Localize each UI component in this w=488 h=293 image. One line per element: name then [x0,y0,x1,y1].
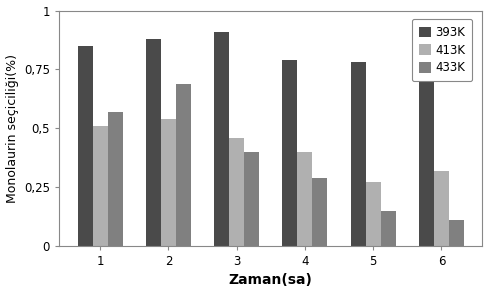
Bar [366,182,381,246]
Bar [297,152,312,246]
Legend: 393K, 413K, 433K: 393K, 413K, 433K [411,19,472,81]
Bar [283,60,297,246]
Bar [312,178,327,246]
Bar [419,48,434,246]
X-axis label: Zaman(sa): Zaman(sa) [229,273,313,287]
Bar [146,39,161,246]
Bar [214,32,229,246]
Bar [108,112,122,246]
Bar [93,126,108,246]
Bar [176,84,191,246]
Bar [351,62,366,246]
Y-axis label: Monolaurin seçiciliği(%): Monolaurin seçiciliği(%) [5,54,19,203]
Bar [161,119,176,246]
Bar [244,152,259,246]
Bar [229,138,244,246]
Bar [449,220,464,246]
Bar [78,46,93,246]
Bar [381,211,396,246]
Bar [434,171,449,246]
